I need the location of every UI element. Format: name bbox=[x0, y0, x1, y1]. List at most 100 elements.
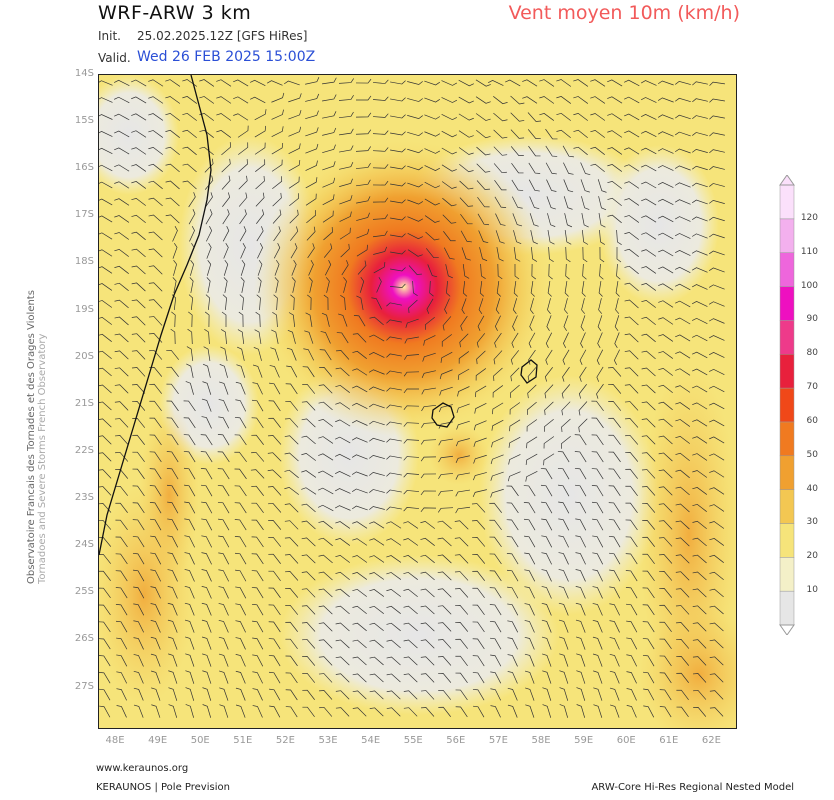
wind-barb bbox=[675, 402, 691, 410]
init-value: 25.02.2025.12Z [GFS HiRes] bbox=[137, 29, 308, 43]
wind-barb bbox=[218, 535, 230, 548]
wind-barb bbox=[709, 436, 725, 444]
wind-barb bbox=[511, 162, 524, 174]
wind-barb bbox=[642, 587, 655, 599]
wind-barb bbox=[438, 438, 453, 446]
wind-barb bbox=[386, 353, 402, 358]
wind-barb bbox=[368, 386, 385, 392]
wind-barb bbox=[133, 687, 144, 701]
wind-barb bbox=[424, 316, 435, 330]
wind-barb bbox=[133, 704, 144, 718]
wind-barb bbox=[494, 332, 502, 348]
wind-barb bbox=[472, 621, 485, 633]
wind-barb bbox=[168, 704, 178, 718]
wind-barb bbox=[507, 620, 519, 633]
wind-barb bbox=[625, 468, 638, 479]
lat-label: 27S bbox=[74, 680, 94, 692]
wind-barb bbox=[438, 421, 453, 429]
wind-barb bbox=[199, 79, 215, 87]
wind-barb bbox=[268, 671, 281, 684]
wind-barb bbox=[131, 350, 146, 360]
wind-barb bbox=[455, 489, 470, 497]
wind-barb bbox=[472, 655, 485, 667]
wind-barb bbox=[318, 401, 333, 411]
lat-label: 18S bbox=[74, 256, 94, 268]
wind-barb bbox=[509, 419, 521, 432]
wind-barb bbox=[524, 552, 536, 565]
wind-barb bbox=[675, 283, 691, 291]
wind-barb bbox=[490, 454, 504, 465]
wind-barb bbox=[390, 97, 406, 102]
wind-barb bbox=[403, 405, 420, 410]
wind-barb bbox=[148, 113, 164, 121]
wind-barb bbox=[356, 228, 370, 239]
wind-map-canvas bbox=[99, 75, 736, 728]
wind-barb bbox=[543, 418, 554, 432]
wind-barb bbox=[369, 555, 385, 563]
wind-barb bbox=[132, 451, 145, 463]
wind-barb bbox=[165, 96, 181, 104]
wind-barb bbox=[590, 79, 606, 87]
wind-barb bbox=[641, 384, 656, 394]
wind-barb bbox=[526, 419, 538, 432]
wind-barb bbox=[412, 280, 418, 297]
wind-barb bbox=[199, 96, 215, 104]
wind-barb bbox=[184, 552, 195, 565]
wind-barb bbox=[236, 346, 245, 361]
wind-barb bbox=[222, 209, 230, 225]
wind-barb bbox=[268, 400, 281, 412]
wind-barb bbox=[420, 656, 435, 666]
wind-barb bbox=[219, 704, 229, 718]
lon-label: 53E bbox=[318, 735, 338, 746]
wind-barb bbox=[285, 383, 298, 395]
wind-barb bbox=[386, 572, 402, 580]
wind-barb bbox=[319, 349, 332, 361]
lat-label: 20S bbox=[74, 350, 94, 362]
wind-barb bbox=[372, 96, 389, 101]
wind-barb bbox=[99, 688, 111, 701]
wind-barb bbox=[359, 277, 365, 293]
wind-barb bbox=[115, 452, 129, 462]
wind-barb bbox=[407, 216, 424, 222]
wind-barb bbox=[222, 192, 231, 207]
wind-barb bbox=[369, 656, 384, 666]
wind-barb bbox=[541, 535, 553, 548]
wind-barb bbox=[202, 363, 211, 378]
wind-barb bbox=[403, 555, 419, 563]
wind-barb bbox=[709, 504, 725, 512]
wind-barb bbox=[201, 416, 212, 429]
wind-barb bbox=[508, 436, 521, 448]
wind-barb bbox=[458, 113, 474, 121]
wind-barb bbox=[441, 147, 457, 155]
wind-barb bbox=[201, 501, 213, 514]
wind-barb bbox=[709, 132, 725, 137]
wind-barb bbox=[285, 672, 298, 684]
wind-barb bbox=[132, 384, 146, 394]
wind-barb bbox=[455, 655, 468, 666]
wind-barb bbox=[599, 229, 605, 245]
wind-barb bbox=[455, 706, 468, 718]
wind-barb bbox=[403, 473, 420, 478]
wind-barb bbox=[355, 78, 372, 84]
wind-barb bbox=[458, 351, 470, 364]
wind-barb bbox=[563, 162, 574, 175]
wind-barb bbox=[692, 588, 707, 598]
wind-barb bbox=[461, 247, 471, 261]
wind-barb bbox=[625, 485, 638, 496]
wind-barb bbox=[675, 503, 690, 513]
wind-barb bbox=[565, 246, 571, 263]
wind-barb bbox=[284, 435, 299, 445]
wind-barb bbox=[524, 569, 536, 582]
wind-barb bbox=[709, 622, 724, 632]
wind-barb bbox=[624, 265, 639, 275]
wind-barb bbox=[133, 670, 144, 684]
wind-barb bbox=[641, 198, 657, 206]
wind-barb bbox=[235, 603, 247, 616]
wind-barb bbox=[182, 96, 198, 104]
colorbar-label: 10 bbox=[806, 585, 818, 596]
wind-barb bbox=[709, 199, 725, 204]
wind-barb bbox=[352, 622, 367, 632]
wind-barb bbox=[506, 485, 519, 497]
wind-barb bbox=[506, 536, 519, 548]
wind-barb bbox=[454, 571, 469, 581]
